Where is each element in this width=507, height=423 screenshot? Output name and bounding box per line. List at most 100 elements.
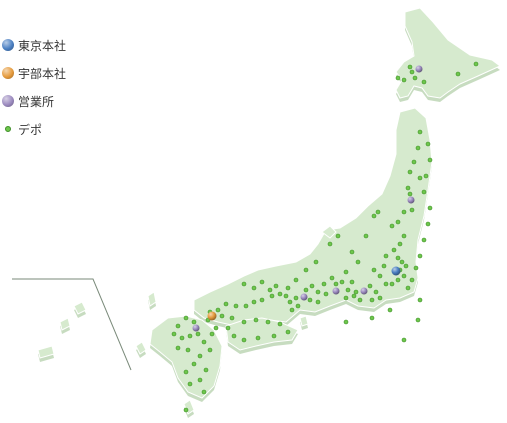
depot-marker [421, 79, 427, 85]
office-layer [192, 65, 423, 332]
depot-marker [395, 75, 401, 81]
depot-marker [339, 279, 345, 285]
depot-marker [371, 267, 377, 273]
legend-label-tokyo-hq: 東京本社 [18, 38, 67, 53]
legend-item-ube-hq: 宇部本社 [2, 64, 66, 82]
depot-marker [369, 297, 375, 303]
goto-islands [135, 341, 147, 355]
depot-marker [201, 339, 207, 345]
depot-marker [185, 347, 191, 353]
depot-marker [197, 377, 203, 383]
depot-marker [213, 325, 219, 331]
sado-island [321, 225, 337, 239]
depot-marker [269, 293, 275, 299]
kyushu-island [149, 315, 223, 399]
honshu-island [193, 107, 433, 327]
depot-marker [253, 317, 259, 323]
depot-marker [377, 295, 383, 301]
depot-marker [373, 289, 379, 295]
depot-marker [187, 333, 193, 339]
depot-marker [425, 141, 431, 147]
depot-marker [383, 253, 389, 259]
depot-marker [231, 333, 237, 339]
depot-marker [417, 253, 423, 259]
depot-marker [315, 289, 321, 295]
depot-marker-icon [5, 126, 11, 132]
depot-marker [197, 353, 203, 359]
depot-marker [343, 295, 349, 301]
depot-marker [251, 299, 257, 305]
depot-marker [295, 303, 301, 309]
shizuoka-sales-office-marker [360, 287, 368, 295]
depot-marker [415, 317, 421, 323]
depot-marker [313, 259, 319, 265]
depot-marker [415, 145, 421, 151]
legend: 東京本社 宇部本社 営業所 デポ [2, 36, 66, 138]
depot-marker [241, 319, 247, 325]
depot-marker [423, 173, 429, 179]
depot-marker [407, 169, 413, 175]
depot-marker [357, 297, 363, 303]
depot-marker [195, 331, 201, 337]
depot-marker [391, 247, 397, 253]
depot-marker [473, 61, 479, 67]
depot-marker [407, 191, 413, 197]
depot-marker [383, 281, 389, 287]
depot-marker [405, 285, 411, 291]
depot-marker [427, 157, 433, 163]
awaji-island [299, 315, 309, 327]
depot-marker [285, 329, 291, 335]
depot-marker [315, 299, 321, 305]
sapporo-sales-office-marker [415, 65, 423, 73]
depot-marker [179, 335, 185, 341]
depot-marker [401, 273, 407, 279]
depot-marker [223, 301, 229, 307]
depot-marker [401, 209, 407, 215]
depot-marker [417, 175, 423, 181]
legend-item-depot: デポ [2, 120, 66, 138]
depot-marker [293, 277, 299, 283]
depot-marker [303, 267, 309, 273]
depot-marker [251, 285, 257, 291]
depot-marker [407, 64, 413, 70]
depot-marker [309, 283, 315, 289]
depot-marker [425, 221, 431, 227]
depot-marker [371, 213, 377, 219]
depot-marker [343, 269, 349, 275]
depot-marker [409, 207, 415, 213]
okinawa-island-2 [59, 317, 71, 331]
depot-marker [405, 185, 411, 191]
depot-marker [401, 77, 407, 83]
depot-marker [355, 259, 361, 265]
okinawa-inset-leader-line [12, 278, 132, 371]
legend-label-depot: デポ [18, 122, 43, 137]
depot-marker [183, 315, 189, 321]
depot-marker [375, 209, 381, 215]
depot-marker [389, 223, 395, 229]
okinawa-island-1 [73, 301, 87, 315]
land-layer [37, 7, 501, 418]
depot-marker [401, 337, 407, 343]
depot-marker [219, 313, 225, 319]
tokyo-hq-marker-icon [2, 39, 14, 51]
depot-marker [455, 71, 461, 77]
depot-marker [389, 281, 395, 287]
depot-marker [243, 303, 249, 309]
depot-marker [265, 319, 271, 325]
depot-marker [349, 249, 355, 255]
depot-marker [175, 323, 181, 329]
depot-marker [421, 189, 427, 195]
depot-marker [417, 297, 423, 303]
depot-marker [333, 281, 339, 287]
depot-marker [401, 233, 407, 239]
depot-marker [171, 331, 177, 337]
sendai-sales-office-marker [407, 196, 415, 204]
fukuoka-sales-office-marker [192, 324, 200, 332]
depot-marker [293, 295, 299, 301]
depot-marker [327, 241, 333, 247]
legend-item-tokyo-hq: 東京本社 [2, 36, 66, 54]
depot-marker [303, 287, 309, 293]
depot-marker [329, 275, 335, 281]
depot-marker [409, 69, 415, 75]
depot-marker [412, 75, 418, 81]
